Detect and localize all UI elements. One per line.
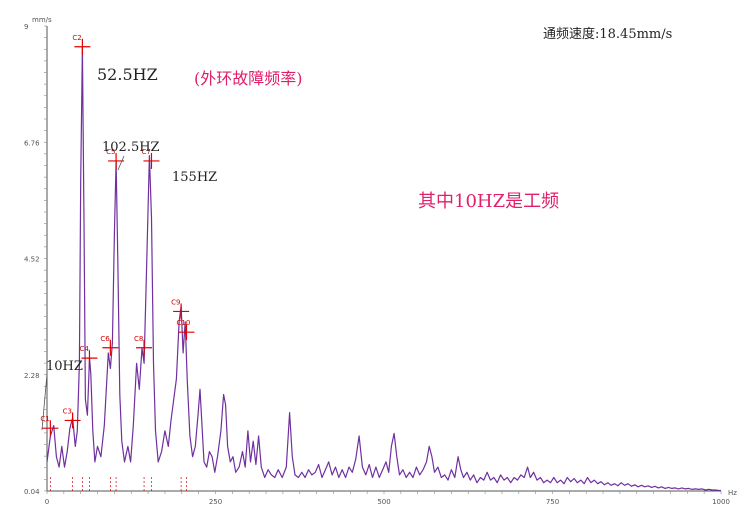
peak-155-label: 155HZ (172, 170, 217, 185)
peak-102-label: 102.5HZ (102, 140, 160, 155)
x-tick-label: 500 (377, 498, 390, 506)
x-tick-label: 250 (209, 498, 222, 506)
series-layer (46, 46, 721, 492)
cursor-label: C5 (106, 148, 115, 156)
cursor-label: C1 (40, 415, 49, 423)
axes (44, 25, 722, 494)
cursor-label: C3 (63, 407, 72, 415)
overall-velocity-label: 通频速度:18.45mm/s (543, 26, 672, 42)
x-tick-label: 1000 (712, 498, 730, 506)
y-tick-label: 9 (24, 23, 28, 31)
peak-10-label: 10HZ (46, 359, 83, 374)
spectrum-line (46, 46, 721, 492)
peak-102-leader (117, 155, 125, 171)
axis-ticks: 0.04 2.28 4.52 6.76 9 0 250 500 750 1000 (24, 23, 730, 506)
power-freq-note: 其中10HZ是工频 (418, 191, 559, 212)
fault-note-label: (外环故障频率) (194, 69, 303, 88)
peak-10-leader (41, 373, 48, 431)
x-unit-label: Hz (728, 489, 737, 497)
cursor-label: C8 (134, 335, 143, 343)
x-tick-label: 750 (546, 498, 559, 506)
cursor-label: C10 (177, 319, 191, 327)
x-tick-label: 0 (45, 498, 49, 506)
cursor-label: C2 (72, 34, 81, 42)
y-unit-label: mm/s (32, 16, 52, 24)
cursor-label: C9 (171, 298, 180, 306)
y-tick-label: 0.04 (24, 488, 40, 496)
peak-52-label: 52.5HZ (97, 65, 158, 84)
cursor-label: C7 (141, 148, 150, 156)
cursor-layer: C1 C2 C3 C4 C5 C6 C7 C8 C9 C10 (40, 34, 195, 491)
y-tick-label: 6.76 (24, 139, 40, 147)
y-tick-label: 2.28 (24, 372, 40, 380)
cursor-label: C6 (100, 335, 110, 343)
y-tick-label: 4.52 (24, 256, 40, 264)
cursor-label: C4 (79, 345, 89, 353)
